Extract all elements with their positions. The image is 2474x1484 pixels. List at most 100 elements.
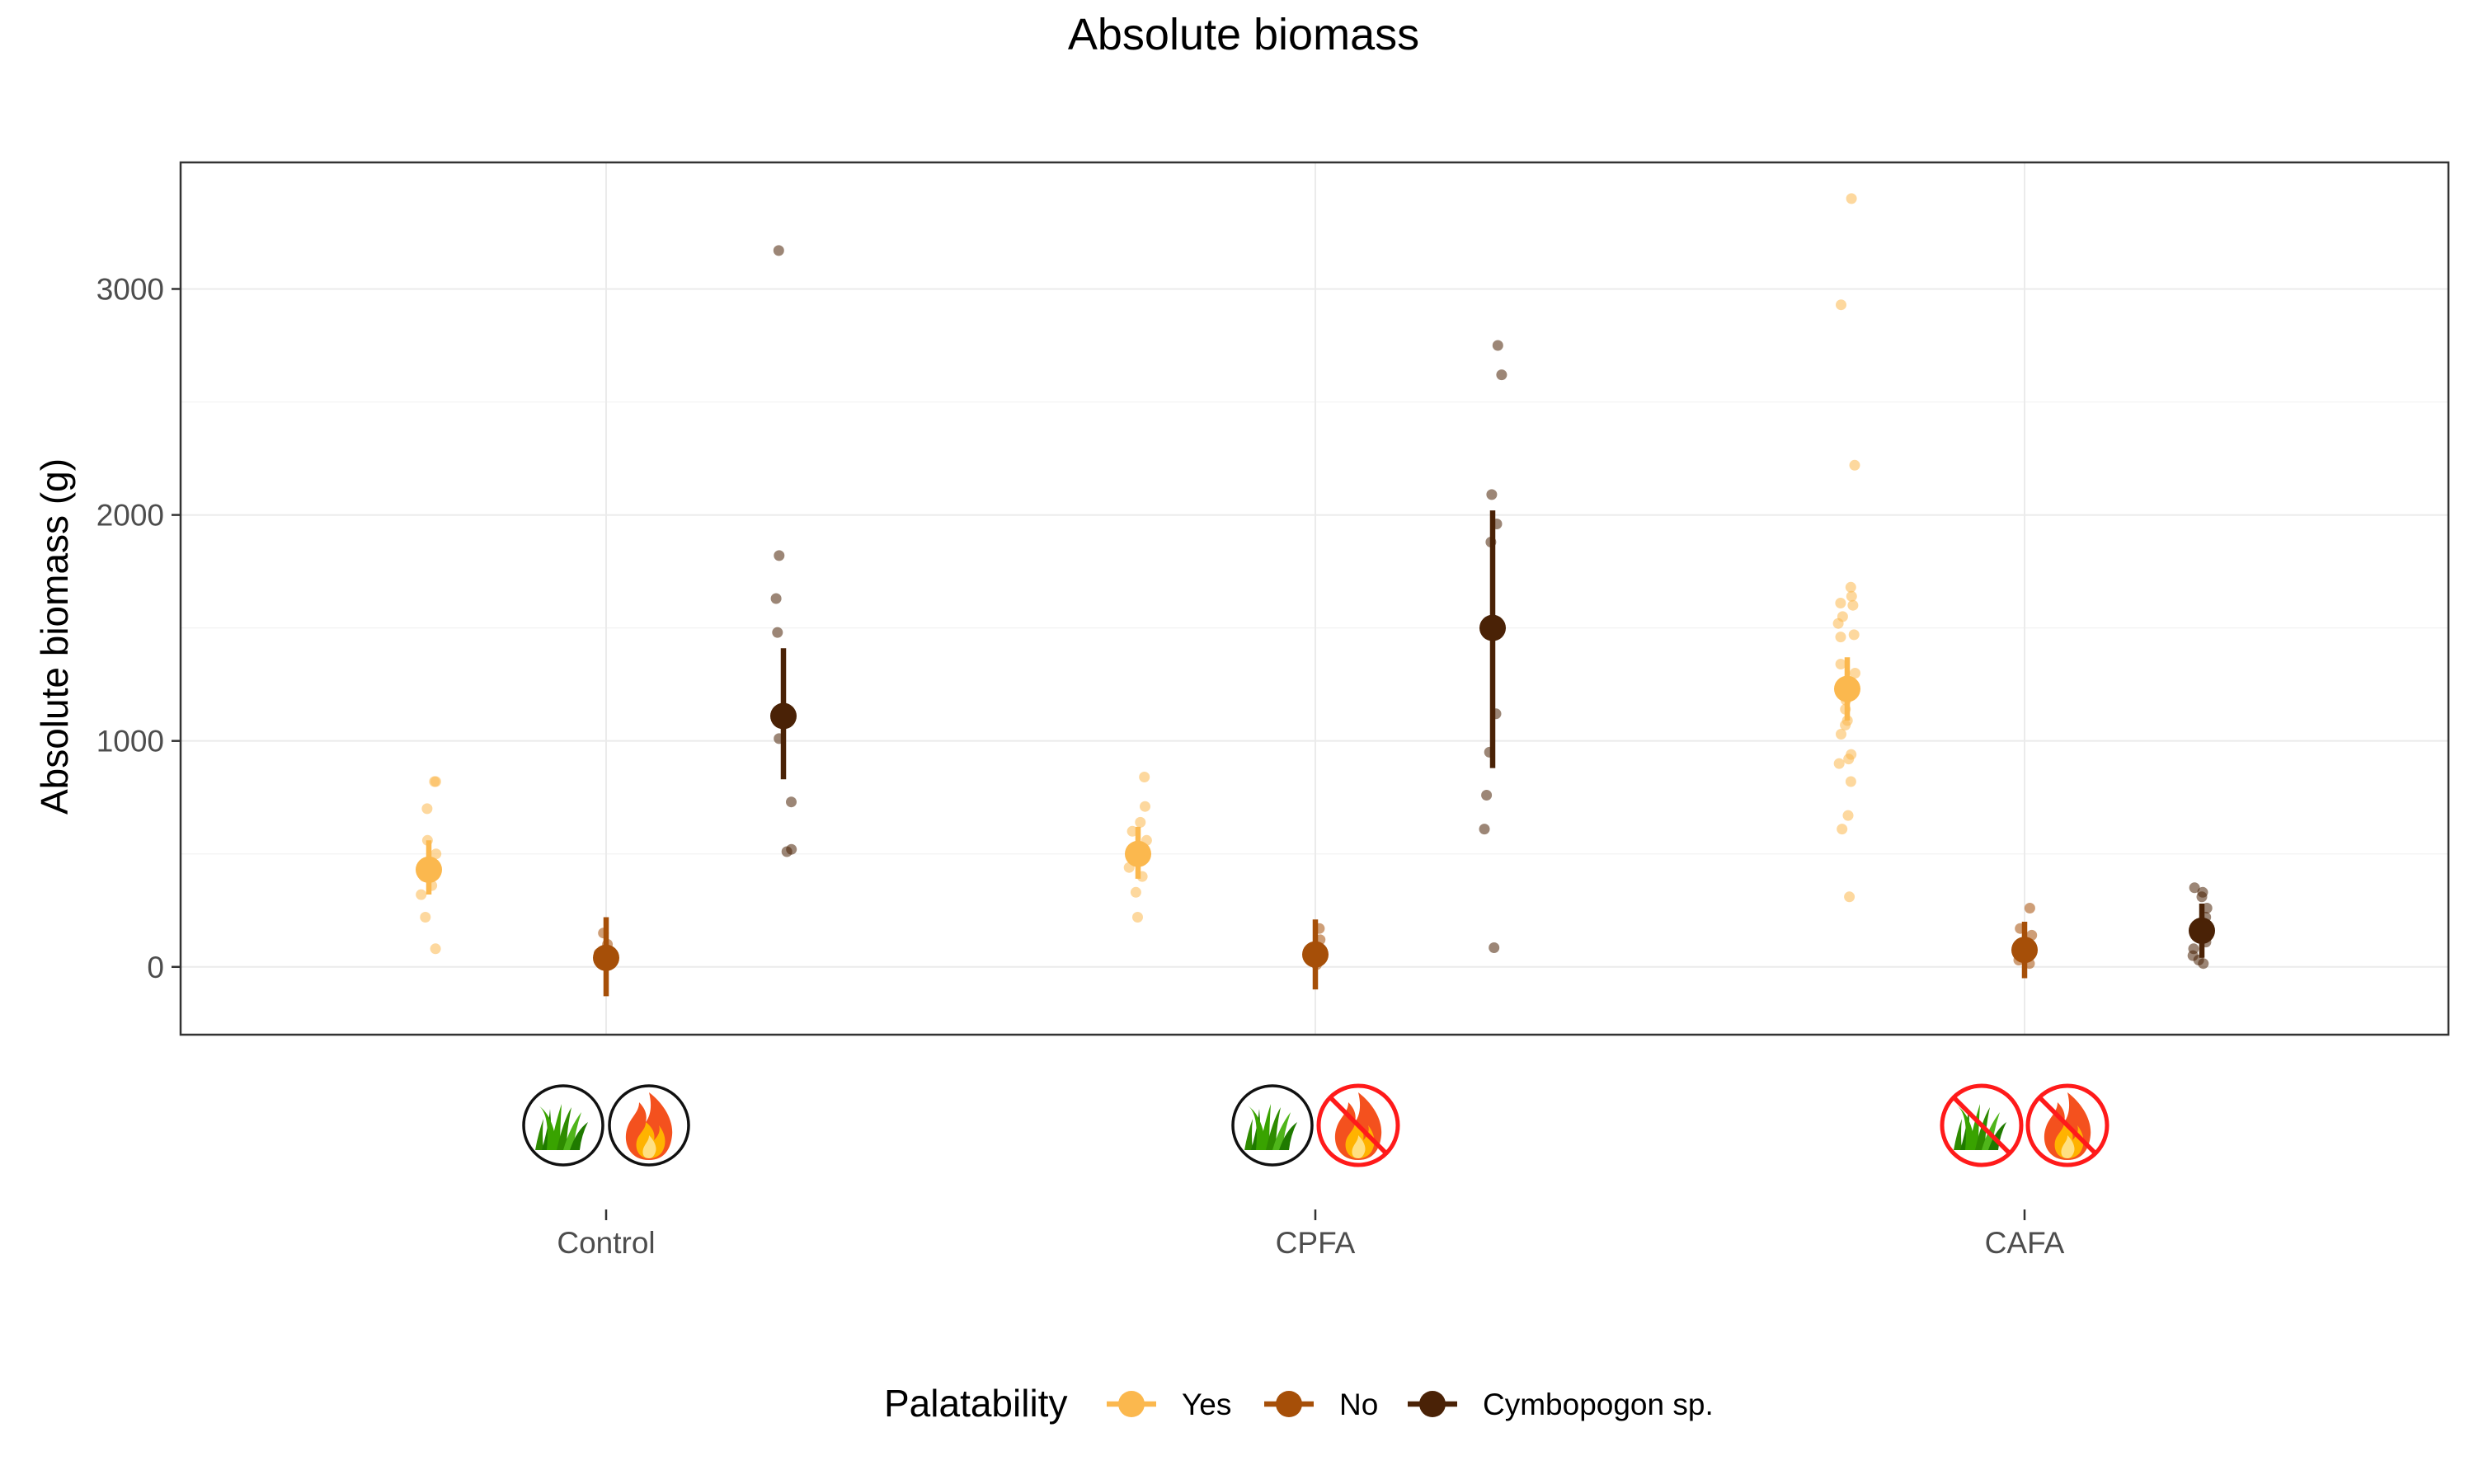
data-point (774, 550, 785, 561)
y-tick-label: 1000 (96, 725, 164, 758)
flame-inner (1352, 1135, 1366, 1158)
icon-circle (522, 1084, 604, 1167)
data-point (1845, 776, 1856, 787)
legend-title: Palatability (884, 1382, 1067, 1425)
data-point (773, 245, 784, 256)
fire-icon-badge (1316, 1083, 1400, 1167)
mean-and-error-bars (416, 510, 2215, 997)
y-tick-label: 2000 (96, 499, 164, 533)
data-point (1836, 729, 1846, 740)
grass-blade (1954, 1119, 1962, 1150)
mean-point (1834, 675, 1860, 702)
mean-point (1479, 614, 1506, 641)
data-point (1849, 459, 1860, 471)
grass-blade (1248, 1106, 1266, 1150)
data-point (1139, 772, 1150, 782)
data-point (1132, 912, 1143, 923)
data-point (1832, 618, 1844, 629)
data-point (1846, 590, 1857, 602)
data-point (420, 912, 431, 923)
chart-title: Absolute biomass (1068, 10, 1419, 59)
mean-point (593, 944, 619, 971)
legend-key-point (1118, 1391, 1145, 1417)
x-tick-label: CPFA (1276, 1226, 1356, 1260)
grass-blade (1244, 1119, 1253, 1150)
fire-icon-badge (608, 1084, 690, 1167)
legend-item: Cymbopogon sp. (1408, 1388, 1714, 1421)
data-point (1486, 489, 1498, 500)
legend-item: Yes (1107, 1388, 1231, 1421)
data-point (2196, 891, 2208, 903)
data-point (1492, 340, 1503, 351)
axes: 0 1000 2000 3000 Control CPFA CAFA (96, 272, 2065, 1260)
grass-blade (1272, 1112, 1291, 1150)
mean-point (2189, 917, 2215, 944)
data-point (1130, 886, 1141, 898)
x-tick-label: CAFA (1985, 1226, 2065, 1260)
legend-item: No (1264, 1388, 1378, 1421)
data-point (430, 848, 442, 860)
data-point (1496, 369, 1507, 381)
legend-key-point (1276, 1391, 1302, 1417)
grass-blade (1988, 1122, 2006, 1150)
data-point (1850, 668, 1860, 679)
data-point (421, 803, 433, 815)
data-point (1837, 824, 1848, 835)
grass-blade (1957, 1106, 1975, 1150)
data-point (1842, 810, 1854, 821)
data-point (1126, 825, 1138, 837)
legend-label: Yes (1182, 1388, 1231, 1421)
data-point (786, 796, 797, 808)
y-axis-title: Absolute biomass (g) (33, 458, 76, 815)
x-tick-label: Control (557, 1226, 655, 1260)
data-point (1479, 824, 1490, 835)
mean-point (1125, 840, 1151, 867)
grass-blade (563, 1112, 581, 1150)
data-point (1835, 632, 1846, 643)
y-tick-label: 3000 (96, 272, 164, 306)
data-point (770, 593, 782, 604)
y-tick-label: 0 (147, 951, 164, 984)
data-point (1836, 299, 1846, 311)
data-point (1481, 790, 1493, 801)
data-point (1840, 720, 1851, 730)
legend-key-point (1419, 1391, 1446, 1417)
grass-blade (1266, 1107, 1281, 1150)
icon-circle (1231, 1084, 1314, 1167)
mean-point (2011, 937, 2038, 964)
mean-point (1302, 941, 1329, 968)
data-point (1489, 942, 1500, 953)
grass-icon (1244, 1104, 1297, 1150)
mean-point (416, 856, 442, 883)
legend-label: No (1339, 1388, 1378, 1421)
mean-point (770, 702, 797, 730)
treatment-icons (522, 1083, 2109, 1167)
data-point (1846, 193, 1857, 204)
data-point (1135, 816, 1146, 828)
data-point (1848, 629, 1860, 641)
data-point (1847, 599, 1859, 611)
grass-blade (557, 1107, 571, 1150)
data-point (2198, 958, 2209, 970)
grass-blade (539, 1106, 557, 1150)
grass-blade (1279, 1122, 1297, 1150)
data-point (430, 943, 441, 955)
legend-label: Cymbopogon sp. (1483, 1388, 1714, 1421)
grass-icon (535, 1104, 588, 1150)
prohibited-slash (1329, 1096, 1388, 1155)
flame-inner (642, 1135, 656, 1158)
grass-blade (570, 1122, 588, 1150)
data-point (1140, 801, 1150, 812)
data-point (781, 846, 793, 857)
data-point (772, 627, 783, 638)
fire-icon-badge (2025, 1083, 2109, 1167)
data-point (1835, 598, 1846, 608)
legend: Palatability Yes No Cymbopogon sp. (884, 1382, 1714, 1425)
grass-icon-badge (1940, 1083, 2024, 1167)
data-point (1833, 758, 1845, 769)
data-point (1843, 754, 1855, 765)
data-point (2189, 882, 2200, 894)
prohibited-slash (1952, 1096, 2011, 1155)
grid-lines (181, 162, 2448, 1035)
